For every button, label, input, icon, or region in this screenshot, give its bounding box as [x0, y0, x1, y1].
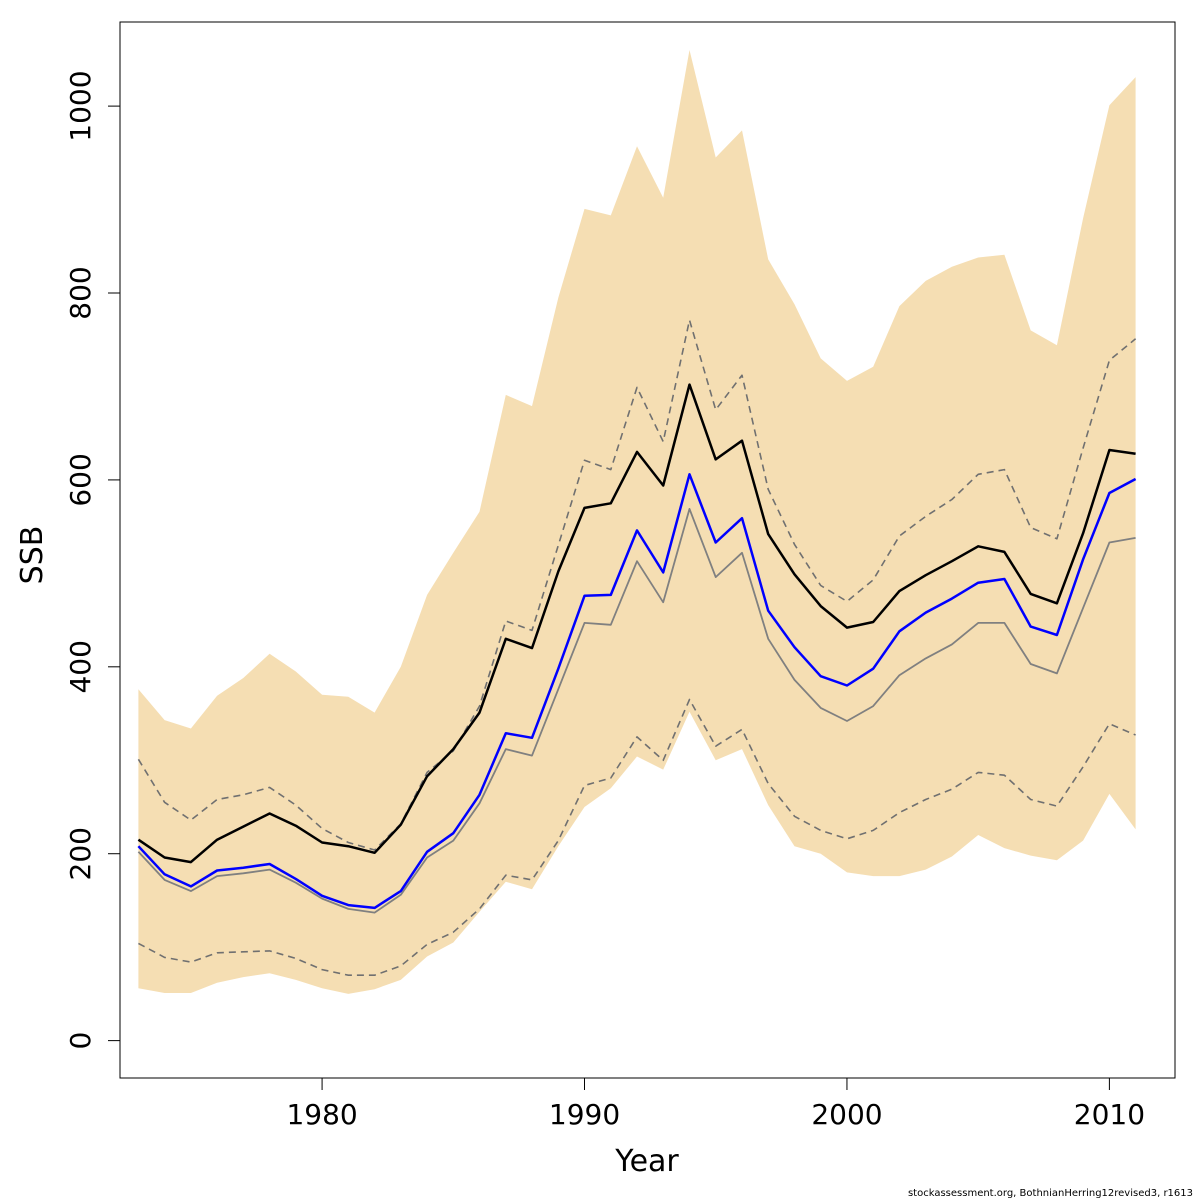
- x-axis-title: Year: [614, 1144, 679, 1179]
- y-tick-label: 1000: [64, 70, 97, 141]
- y-axis-title: SSB: [15, 526, 50, 585]
- y-tick-label: 400: [64, 640, 97, 693]
- x-axis: 1980 1990 2000 2010: [286, 1077, 1145, 1131]
- x-tick-label: 1990: [549, 1098, 620, 1131]
- series-line-black: [137, 383, 1136, 864]
- credit-note: stockassessment.org, BothnianHerring12re…: [908, 1188, 1193, 1199]
- x-tick-label: 2000: [811, 1098, 882, 1131]
- y-axis: 0 200 400 600 800 1000: [64, 70, 121, 1050]
- x-tick-label: 2010: [1074, 1098, 1145, 1131]
- plot-area: [137, 50, 1137, 994]
- y-tick-label: 200: [64, 827, 97, 880]
- series-line-dashed-upper: [137, 319, 1137, 851]
- y-tick-label: 0: [64, 1032, 97, 1050]
- series-line-grey: [137, 507, 1136, 914]
- series-line-blue: [137, 473, 1137, 910]
- series-line-dashed-lower: [138, 698, 1136, 977]
- y-tick-label: 800: [64, 266, 97, 319]
- y-tick-label: 600: [64, 453, 97, 506]
- x-tick-label: 1980: [286, 1098, 357, 1131]
- confidence-band: [138, 50, 1136, 994]
- series-lines: [137, 319, 1137, 977]
